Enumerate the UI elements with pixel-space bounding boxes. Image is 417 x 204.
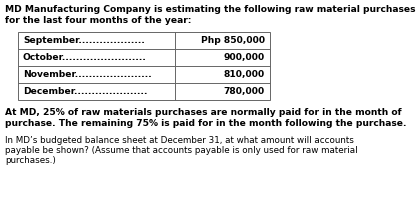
Text: In MD’s budgeted balance sheet at December 31, at what amount will accounts: In MD’s budgeted balance sheet at Decemb… xyxy=(5,136,354,145)
Text: 810,000: 810,000 xyxy=(224,70,265,79)
Text: purchases.): purchases.) xyxy=(5,156,56,165)
Text: Php 850,000: Php 850,000 xyxy=(201,36,265,45)
Text: purchase. The remaining 75% is paid for in the month following the purchase.: purchase. The remaining 75% is paid for … xyxy=(5,119,407,128)
Bar xyxy=(18,32,270,100)
Text: November......................: November...................... xyxy=(23,70,152,79)
Text: for the last four months of the year:: for the last four months of the year: xyxy=(5,16,191,25)
Text: payable be shown? (Assume that accounts payable is only used for raw material: payable be shown? (Assume that accounts … xyxy=(5,146,358,155)
Text: December.....................: December..................... xyxy=(23,87,148,96)
Text: 900,000: 900,000 xyxy=(224,53,265,62)
Text: September...................: September................... xyxy=(23,36,145,45)
Text: At MD, 25% of raw materials purchases are normally paid for in the month of: At MD, 25% of raw materials purchases ar… xyxy=(5,108,402,117)
Text: October........................: October........................ xyxy=(23,53,147,62)
Text: 780,000: 780,000 xyxy=(224,87,265,96)
Text: MD Manufacturing Company is estimating the following raw material purchases: MD Manufacturing Company is estimating t… xyxy=(5,5,415,14)
